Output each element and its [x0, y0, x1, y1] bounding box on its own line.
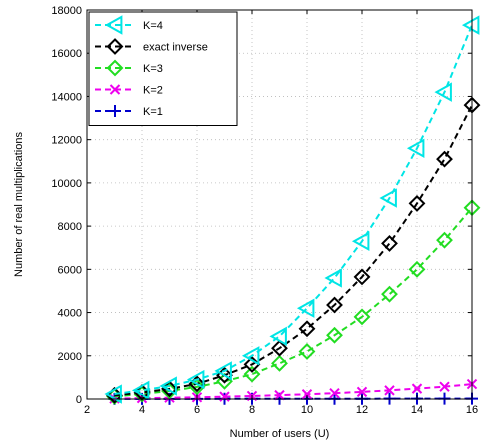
tick-layer: 2 4 6 8 10 12 14 16 0 2000 4000 6000 8000 10000 12000 1…: [51, 5, 478, 416]
legend-swatch-marker: [109, 105, 121, 117]
data-point-k-3: [326, 326, 343, 344]
data-point-k-4: [214, 361, 232, 381]
data-point-exact-inverse: [271, 339, 288, 357]
data-point-k-4: [131, 380, 150, 401]
legend: K=4 exact inverse K=3 K=2 K=1: [88, 11, 238, 126]
x-axis-label: Number of users (U): [230, 428, 330, 440]
data-point-k-2: [274, 389, 285, 401]
y-tick-label: 18000: [51, 5, 82, 17]
data-point-k-3: [436, 231, 453, 249]
x-tick-label: 10: [301, 404, 313, 416]
y-tick-label: 6000: [58, 264, 82, 276]
x-tick-label: 12: [356, 404, 368, 416]
data-point-exact-inverse: [408, 195, 426, 212]
y-tick-label: 12000: [51, 135, 82, 147]
data-point-exact-inverse: [381, 234, 398, 252]
y-tick-label: 8000: [58, 221, 82, 233]
data-point-k-4: [324, 268, 342, 288]
data-point-k-4: [351, 231, 370, 251]
y-tick-label: 0: [76, 394, 82, 406]
y-tick-label: 10000: [51, 178, 82, 190]
x-tick-label: 4: [139, 404, 145, 416]
x-tick-label: 8: [249, 404, 255, 416]
series-line-exact-inverse: [114, 104, 473, 397]
series-k-4: [104, 15, 480, 404]
x-tick-label: 6: [194, 404, 200, 416]
y-axis-label: Number of real multiplications: [13, 132, 25, 277]
data-point-k-4: [406, 138, 425, 159]
y-tick-label: 4000: [58, 308, 82, 320]
legend-label: K=1: [143, 106, 163, 118]
legend-swatch-marker: [106, 59, 124, 77]
data-point-k-2: [384, 385, 395, 396]
data-point-k-2: [219, 391, 230, 402]
data-point-k-3: [381, 285, 398, 303]
legend-entry-exact-inverse: exact inverse: [95, 38, 208, 55]
y-tick-label: 14000: [51, 91, 82, 103]
data-point-k-3: [408, 260, 426, 278]
legend-swatch-marker: [106, 38, 124, 55]
data-point-k-4: [186, 369, 205, 390]
legend-swatch-marker: [109, 84, 121, 95]
data-point-k-2: [329, 387, 340, 399]
data-point-k-4: [159, 376, 177, 396]
data-point-exact-inverse: [353, 268, 371, 286]
data-point-k-3: [243, 365, 261, 383]
legend-label: K=4: [143, 20, 163, 32]
series-line-k-4: [114, 24, 473, 396]
data-point-k-4: [104, 384, 122, 404]
series-line-k-3: [114, 207, 473, 398]
data-point-k-4: [241, 346, 260, 366]
y-tick-label: 16000: [51, 48, 82, 60]
data-point-k-3: [188, 378, 206, 396]
data-point-k-4: [379, 188, 397, 208]
x-tick-label: 2: [84, 404, 90, 416]
legend-entry-k-2: K=2: [95, 84, 163, 97]
legend-entry-k-1: K=1: [95, 105, 163, 118]
data-point-k-3: [298, 343, 316, 360]
data-point-exact-inverse: [326, 296, 343, 314]
grid: [87, 10, 472, 399]
legend-entry-k-3: K=3: [95, 59, 163, 77]
data-point-k-2: [411, 383, 423, 394]
data-point-k-4: [434, 82, 452, 102]
legend-label: exact inverse: [143, 42, 208, 54]
legend-swatch-marker: [104, 15, 123, 35]
legend-box: [88, 11, 238, 126]
x-tick-label: 16: [466, 404, 478, 416]
legend-label: K=2: [143, 85, 163, 97]
x-tick-label: 14: [411, 404, 423, 416]
data-point-k-4: [269, 326, 287, 347]
data-point-k-2: [301, 389, 313, 400]
data-point-k-3: [353, 308, 371, 326]
series-layer: [104, 15, 481, 405]
data-point-k-4: [296, 298, 315, 318]
data-point-k-3: [271, 354, 288, 372]
y-tick-label: 2000: [58, 351, 82, 363]
data-point-k-2: [439, 381, 450, 392]
data-point-exact-inverse: [436, 150, 453, 168]
legend-entry-k-4: K=4: [95, 15, 163, 35]
plot-frame: [86, 9, 473, 400]
data-point-k-4: [461, 15, 480, 35]
data-point-k-2: [356, 386, 368, 398]
legend-label: K=3: [143, 63, 163, 75]
data-point-exact-inverse: [298, 320, 316, 338]
